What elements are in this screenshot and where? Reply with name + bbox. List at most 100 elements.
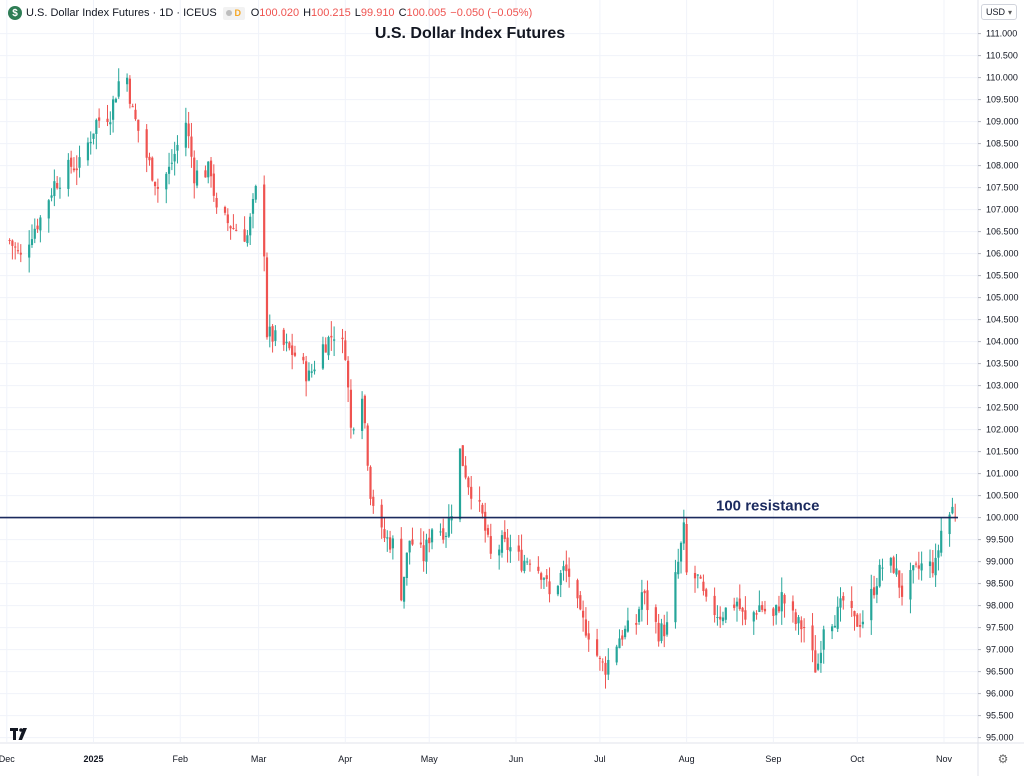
- candle: [719, 606, 722, 628]
- y-tick-label: 96.000: [986, 689, 1014, 699]
- candle: [489, 523, 492, 560]
- candle: [327, 335, 330, 360]
- candle: [190, 122, 193, 168]
- candle: [400, 527, 403, 602]
- candle: [724, 607, 727, 624]
- candle: [215, 192, 218, 214]
- currency-selector[interactable]: USD ▾: [981, 4, 1017, 20]
- candle: [909, 562, 912, 614]
- y-tick-label: 95.000: [986, 733, 1014, 743]
- candle: [383, 517, 386, 543]
- candle: [310, 363, 313, 378]
- candle: [526, 557, 529, 565]
- chevron-down-icon: ▾: [1008, 7, 1013, 17]
- candle: [137, 119, 140, 143]
- candle: [363, 394, 366, 429]
- candle: [464, 456, 467, 480]
- chart-grid: [0, 0, 978, 742]
- candle: [28, 230, 31, 273]
- candle: [75, 155, 78, 186]
- interval-letter: D: [234, 8, 241, 18]
- candle: [271, 324, 274, 353]
- y-tick-label: 101.000: [986, 469, 1019, 479]
- candle: [243, 216, 246, 243]
- candle: [223, 205, 227, 216]
- candle: [16, 242, 20, 255]
- candle: [58, 177, 62, 199]
- candle: [72, 157, 76, 173]
- candle: [341, 328, 344, 354]
- candle: [170, 149, 173, 171]
- candle: [347, 356, 350, 403]
- candle: [618, 629, 621, 649]
- candle: [405, 552, 408, 586]
- candle: [744, 596, 747, 626]
- y-tick-label: 99.000: [986, 557, 1014, 567]
- candle: [803, 618, 806, 643]
- currency-label: USD: [986, 7, 1006, 17]
- candle: [506, 529, 509, 563]
- candle: [232, 214, 235, 230]
- candle: [56, 176, 59, 190]
- candle: [402, 576, 406, 609]
- x-tick-label: Aug: [679, 754, 695, 764]
- candle: [285, 333, 288, 352]
- gear-icon[interactable]: ⚙: [997, 752, 1009, 766]
- y-tick-label: 103.000: [986, 381, 1019, 391]
- candle: [92, 133, 95, 145]
- candle: [685, 517, 688, 576]
- y-tick-label: 100.500: [986, 491, 1019, 501]
- candle: [791, 595, 795, 623]
- y-tick-label: 99.500: [986, 535, 1014, 545]
- candle: [165, 171, 168, 204]
- candle: [302, 352, 305, 365]
- candle: [819, 640, 823, 673]
- candle: [761, 601, 764, 613]
- candle: [895, 553, 898, 577]
- chart-title: U.S. Dollar Index Futures: [374, 25, 566, 42]
- y-tick-label: 95.500: [986, 711, 1014, 721]
- candle: [940, 517, 943, 557]
- candle: [386, 530, 389, 552]
- candle: [195, 160, 199, 189]
- candle: [442, 518, 445, 544]
- candle: [268, 314, 271, 348]
- candle: [274, 325, 277, 347]
- candle: [646, 580, 649, 625]
- tradingview-logo-icon[interactable]: [10, 727, 32, 745]
- candle: [842, 592, 845, 610]
- candle: [89, 131, 92, 155]
- candle: [780, 577, 783, 625]
- candle: [78, 145, 81, 178]
- candle: [596, 628, 599, 658]
- candle: [696, 574, 699, 589]
- price-axis: 95.000 95.500 96.000 96.500 97.000 97.500 98.0…: [977, 0, 1019, 776]
- symbol-name[interactable]: U.S. Dollar Index Futures · 1D · ICEUS: [26, 7, 217, 19]
- candle: [878, 559, 881, 588]
- candle: [598, 655, 602, 671]
- candle: [478, 486, 481, 512]
- candle: [305, 355, 308, 397]
- candle: [928, 549, 932, 578]
- candle: [251, 193, 255, 229]
- candle: [33, 218, 36, 244]
- candle: [836, 596, 839, 633]
- y-tick-label: 98.500: [986, 579, 1014, 589]
- candle: [229, 225, 232, 240]
- candle: [419, 528, 422, 548]
- candle: [254, 184, 257, 203]
- candle: [548, 567, 551, 603]
- candle: [408, 540, 411, 565]
- candle: [523, 554, 526, 574]
- candle: [568, 557, 571, 588]
- interval-badge[interactable]: D: [222, 6, 245, 20]
- y-tick-label: 109.000: [986, 117, 1019, 127]
- candle: [643, 589, 646, 605]
- candle: [741, 606, 744, 626]
- candle: [850, 586, 853, 617]
- candle: [187, 111, 190, 149]
- candle: [889, 556, 892, 573]
- candle: [677, 548, 680, 579]
- candle: [587, 620, 590, 652]
